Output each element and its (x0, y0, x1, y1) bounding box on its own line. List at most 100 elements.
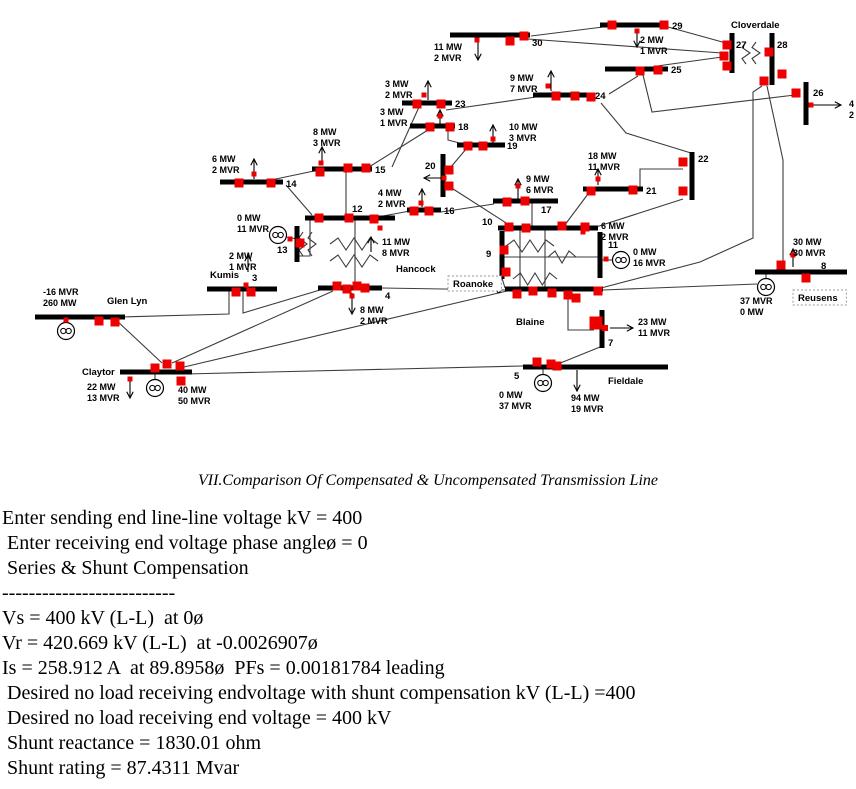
breaker-square (342, 284, 352, 294)
breaker-square (425, 122, 435, 132)
breaker-square (586, 186, 596, 196)
bus-9-label: 9 (486, 249, 491, 260)
breaker-square (295, 238, 305, 248)
load-arrowhead (573, 384, 581, 393)
breaker-square (478, 141, 488, 151)
transformer-winding (512, 271, 558, 287)
bus-26-label: 26 (813, 88, 824, 99)
breaker-square (501, 267, 511, 277)
breaker-square (563, 290, 573, 300)
load-label: 4 MW (378, 188, 402, 198)
breaker-square (251, 171, 257, 177)
breaker-square (314, 213, 324, 223)
bus-21-label: 21 (646, 186, 657, 197)
console-line: Is = 258.912 A at 89.8958ø PFs = 0.00181… (2, 657, 445, 679)
breaker-square (586, 92, 596, 102)
load-label: 260 MW (43, 298, 77, 308)
generator-rotor-icon (154, 384, 161, 392)
bus-14-label: 14 (286, 179, 297, 190)
station-label: Blaine (516, 317, 545, 328)
transmission-line (602, 283, 758, 291)
load-label: 0 MW (237, 213, 261, 223)
generator-rotor-icon (277, 231, 284, 239)
bus-30-label: 30 (532, 38, 543, 49)
bus-8-label: 8 (821, 261, 826, 272)
load-label: 3 MW (385, 79, 409, 89)
breaker-square (520, 196, 530, 206)
load-label: 2 MVR (385, 90, 413, 100)
load-label: 3 MVR (509, 133, 537, 143)
station-box (792, 289, 847, 306)
load-label: 0 MW (633, 247, 657, 257)
load-arrowhead (422, 174, 431, 182)
transformer-winding (751, 41, 761, 65)
breaker-square (445, 122, 455, 132)
console-line: Enter receiving end voltage phase angleø… (2, 532, 368, 554)
breaker-square (764, 47, 774, 57)
breaker-square (571, 293, 581, 303)
station-label: Reusens (798, 293, 838, 304)
load-label: 0 MW (499, 390, 523, 400)
breaker-square (94, 316, 104, 326)
load-label: 1 MVR (640, 46, 668, 56)
breaker-square (603, 256, 609, 262)
load-label: 3 MVR (313, 138, 341, 148)
station-label: Roanoke (453, 279, 493, 290)
load-arrowhead (250, 157, 258, 166)
bus-5-label: 5 (514, 371, 520, 382)
breaker-square (628, 185, 638, 195)
load-label: 19 MVR (571, 404, 604, 414)
transmission-line (600, 102, 692, 154)
generator-rotor-icon (765, 283, 772, 291)
breaker-square (719, 51, 729, 61)
load-label: 2 MVR (378, 199, 406, 209)
load-label: 1 MVR (229, 262, 257, 272)
load-label: 8 MW (360, 305, 384, 315)
breaker-square (150, 363, 160, 373)
load-arrowhead (547, 69, 555, 78)
breaker-square (463, 141, 473, 151)
load-label: -16 MVR (43, 287, 79, 297)
breaker-square (243, 282, 249, 288)
breaker-square (653, 65, 663, 75)
breaker-square (315, 167, 325, 177)
load-label: 18 MW (588, 151, 617, 161)
load-label: 30 MVR (793, 248, 826, 258)
transmission-line (185, 365, 524, 375)
breaker-square (63, 317, 69, 323)
load-label: 30 MW (793, 237, 822, 247)
bus-25-label: 25 (671, 65, 682, 76)
load-label: 94 MW (571, 393, 600, 403)
breaker-square (318, 160, 324, 166)
breaker-square (790, 252, 796, 258)
breaker-square (437, 113, 443, 119)
load-arrowhead (489, 123, 497, 132)
breaker-square (110, 317, 120, 327)
breaker-square (589, 316, 603, 330)
breaker-square (659, 20, 669, 30)
breaker-square (552, 361, 562, 371)
transmission-line (557, 346, 601, 365)
load-label: 50 MVR (178, 396, 211, 406)
load-label: 11 MVR (638, 328, 671, 338)
transmission-line (642, 74, 796, 113)
load-label: 2 MVR (212, 165, 240, 175)
transformer-winding (298, 231, 308, 257)
load-label: 11 MW (382, 237, 411, 247)
breaker-square (678, 157, 688, 167)
breaker-square (557, 221, 567, 231)
transmission-line (766, 85, 784, 269)
load-label: 10 MW (509, 122, 538, 132)
load-arrowhead (474, 53, 482, 62)
transmission-line (440, 203, 495, 213)
breaker-square (441, 175, 447, 181)
transmission-line (242, 289, 321, 314)
load-label: 8 MW (313, 127, 337, 137)
power-system-one-line-diagram: 3456789101112131415161718192021222324252… (35, 20, 854, 414)
breaker-square (127, 376, 133, 382)
breaker-square (344, 213, 354, 223)
breaker-square (595, 176, 601, 182)
breaker-square (162, 359, 172, 369)
breaker-square (801, 273, 811, 283)
console-line: Vs = 400 kV (L-L) at 0ø (2, 607, 204, 629)
